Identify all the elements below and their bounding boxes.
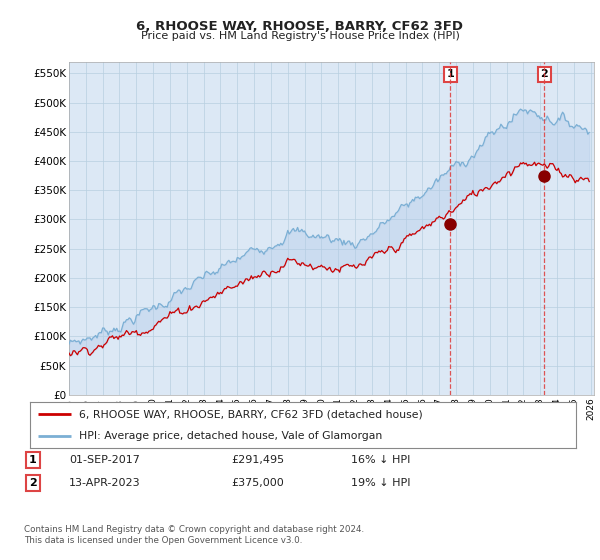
Text: 6, RHOOSE WAY, RHOOSE, BARRY, CF62 3FD (detached house): 6, RHOOSE WAY, RHOOSE, BARRY, CF62 3FD (…: [79, 409, 423, 419]
Text: £375,000: £375,000: [231, 478, 284, 488]
Text: 1: 1: [446, 69, 454, 80]
Text: 13-APR-2023: 13-APR-2023: [69, 478, 140, 488]
Text: 1: 1: [29, 455, 37, 465]
Text: Contains HM Land Registry data © Crown copyright and database right 2024.
This d: Contains HM Land Registry data © Crown c…: [24, 525, 364, 545]
Text: 2: 2: [541, 69, 548, 80]
Text: £291,495: £291,495: [231, 455, 284, 465]
Text: 6, RHOOSE WAY, RHOOSE, BARRY, CF62 3FD: 6, RHOOSE WAY, RHOOSE, BARRY, CF62 3FD: [137, 20, 464, 32]
Text: 16% ↓ HPI: 16% ↓ HPI: [351, 455, 410, 465]
Text: 19% ↓ HPI: 19% ↓ HPI: [351, 478, 410, 488]
Text: 2: 2: [29, 478, 37, 488]
Text: HPI: Average price, detached house, Vale of Glamorgan: HPI: Average price, detached house, Vale…: [79, 431, 382, 441]
Text: Price paid vs. HM Land Registry's House Price Index (HPI): Price paid vs. HM Land Registry's House …: [140, 31, 460, 41]
Text: 01-SEP-2017: 01-SEP-2017: [69, 455, 140, 465]
